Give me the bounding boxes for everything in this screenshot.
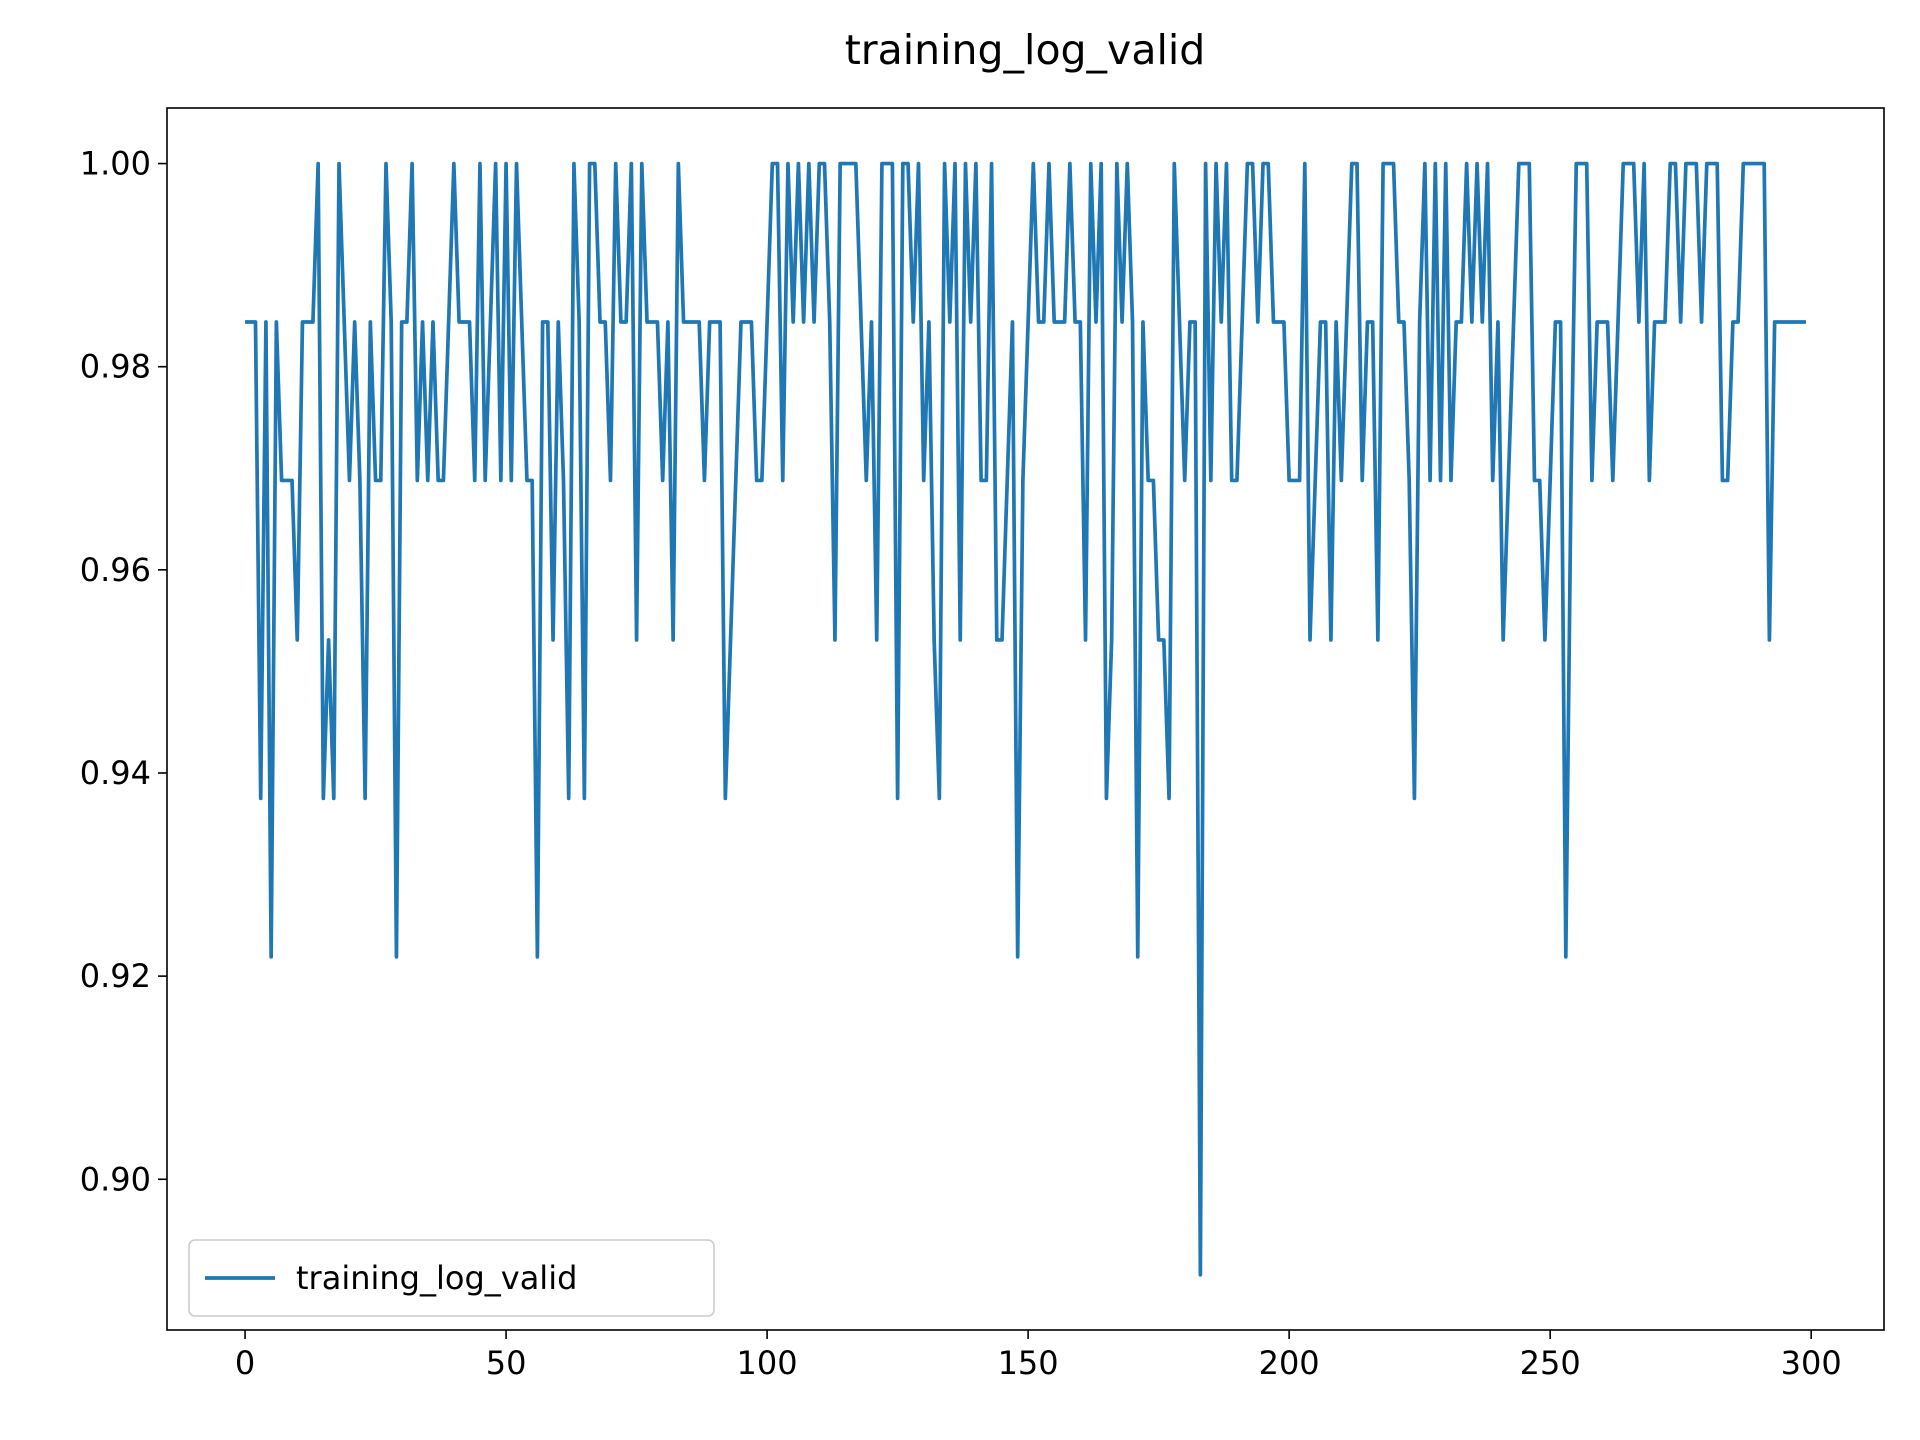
chart-title: training_log_valid: [845, 26, 1206, 74]
x-tick-label: 250: [1520, 1344, 1581, 1382]
plot-frame: [166, 107, 1885, 1331]
y-tick-label: 0.94: [80, 754, 151, 792]
legend-label: training_log_valid: [296, 1259, 577, 1297]
x-tick-label: 100: [737, 1344, 798, 1382]
y-tick-label: 1.00: [80, 145, 151, 183]
y-tick-label: 0.92: [80, 957, 151, 995]
y-tick-label: 0.90: [80, 1160, 151, 1198]
data-line: [245, 161, 1806, 1277]
x-tick-label: 300: [1781, 1344, 1842, 1382]
x-tick-label: 150: [998, 1344, 1059, 1382]
x-tick-label: 50: [486, 1344, 527, 1382]
legend: training_log_valid: [188, 1239, 715, 1317]
y-tick-label: 0.96: [80, 551, 151, 589]
legend-box: [188, 1239, 715, 1317]
y-tick-label: 0.98: [80, 348, 151, 386]
x-tick-label: 200: [1259, 1344, 1320, 1382]
x-tick-label: 0: [235, 1344, 255, 1382]
